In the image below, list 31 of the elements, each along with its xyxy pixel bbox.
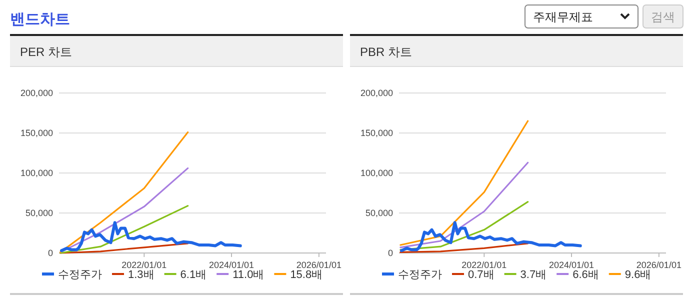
y-tick-label: 200,000 bbox=[20, 88, 53, 98]
y-tick-label: 100,000 bbox=[360, 168, 393, 178]
x-tick-label: 2022/01/01 bbox=[462, 260, 507, 270]
legend-label: 3.7배 bbox=[520, 269, 547, 281]
x-tick-label: 2026/01/01 bbox=[296, 260, 342, 270]
x-tick-label: 2024/01/01 bbox=[208, 260, 254, 270]
text: 주재무제표 bbox=[533, 10, 593, 24]
legend-label: 6.6배 bbox=[572, 269, 599, 281]
legend-label: 15.8배 bbox=[290, 269, 323, 281]
y-tick-label: 150,000 bbox=[20, 128, 53, 138]
legend-label: 수정주가 bbox=[58, 269, 102, 281]
legend-label: 9.6배 bbox=[624, 269, 652, 281]
y-tick-label: 0 bbox=[388, 248, 393, 258]
text: 검색 bbox=[651, 10, 675, 24]
y-tick-label: 100,000 bbox=[20, 168, 53, 178]
x-tick-label: 2026/01/01 bbox=[636, 260, 682, 270]
y-tick-label: 150,000 bbox=[360, 128, 393, 138]
legend-label: 수정주가 bbox=[398, 269, 442, 281]
title: 밴드차트 bbox=[10, 11, 70, 28]
y-tick-label: 200,000 bbox=[360, 88, 393, 98]
legend-label: 1.3배 bbox=[128, 269, 154, 281]
legend-label: 11.0배 bbox=[232, 269, 264, 281]
y-tick-label: 50,000 bbox=[25, 208, 53, 218]
legend-label: 0.7배 bbox=[468, 269, 494, 281]
y-tick-label: 50,000 bbox=[365, 208, 393, 218]
chart-title: PER 차트 bbox=[20, 45, 72, 59]
legend-label: 6.1배 bbox=[180, 269, 207, 281]
y-tick-label: 0 bbox=[48, 248, 53, 258]
chart-title: PBR 차트 bbox=[360, 45, 412, 59]
x-tick-label: 2022/01/01 bbox=[122, 260, 167, 270]
x-tick-label: 2024/01/01 bbox=[548, 260, 594, 270]
